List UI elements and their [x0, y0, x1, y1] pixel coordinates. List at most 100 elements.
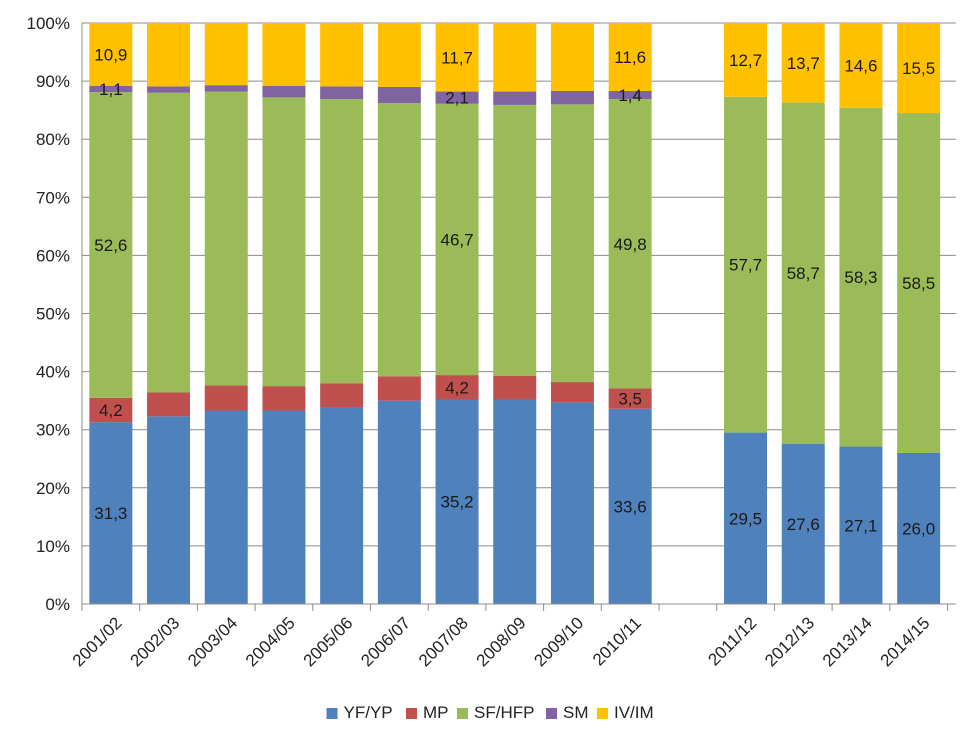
bar-yf-yp-2002-03	[147, 416, 191, 604]
data-label-yf-yp-2001-02: 31,3	[94, 504, 127, 523]
bar-sf-hfp-2009-10	[550, 104, 594, 383]
bar-iv-im-2013-14	[839, 23, 883, 108]
x-tick-label: 2008/09	[473, 613, 530, 670]
y-tick-label: 60%	[36, 246, 70, 265]
data-label-sf-hfp-2012-13: 58,7	[787, 264, 820, 283]
bar-sf-hfp-2006-07	[377, 103, 421, 377]
bar-yf-yp-2010-11	[608, 408, 652, 604]
x-tick-label: 2014/15	[877, 613, 934, 670]
y-tick-label: 40%	[36, 363, 70, 382]
data-label-iv-im-2014-15: 15,5	[902, 59, 935, 78]
data-label-sm-2010-11: 1,4	[618, 86, 642, 105]
data-label-sf-hfp-2001-02: 52,6	[94, 236, 127, 255]
bar-iv-im-2009-10	[550, 23, 594, 91]
y-tick-label: 80%	[36, 130, 70, 149]
data-label-iv-im-2013-14: 14,6	[844, 56, 877, 75]
legend-label-sm: SM	[563, 703, 589, 722]
data-label-sm-2007-08: 2,1	[445, 89, 469, 108]
legend-label-mp: MP	[423, 703, 449, 722]
x-tick-label: 2001/02	[69, 613, 126, 670]
bar-iv-im-2001-02	[89, 23, 133, 86]
bar-yf-yp-2004-05	[262, 410, 306, 604]
data-label-yf-yp-2013-14: 27,1	[844, 516, 877, 535]
data-label-mp-2007-08: 4,2	[445, 378, 469, 397]
x-tick-label: 2010/11	[589, 613, 645, 669]
bar-sf-hfp-2012-13	[781, 102, 825, 444]
bar-sm-2001-02	[89, 85, 133, 93]
bar-sf-hfp-2013-14	[839, 107, 883, 447]
y-tick-label: 20%	[36, 479, 70, 498]
data-label-sf-hfp-2007-08: 46,7	[441, 230, 474, 249]
bar-mp-2004-05	[262, 386, 306, 411]
y-tick-label: 100%	[27, 14, 70, 33]
y-tick-label: 90%	[36, 72, 70, 91]
bar-mp-2008-09	[493, 375, 537, 400]
bar-iv-im-2014-15	[897, 23, 941, 114]
bar-sm-2009-10	[550, 90, 594, 105]
y-tick-label: 50%	[36, 305, 70, 324]
data-label-sm-2001-02: 1,1	[99, 80, 123, 99]
legend-swatch-yf-yp	[326, 708, 338, 719]
bar-iv-im-2008-09	[493, 23, 537, 92]
bars	[89, 23, 941, 604]
x-tick-label: 2005/06	[300, 613, 357, 670]
x-axis-ticks: 2001/02 2002/03 2003/04 2004/05 2005/06 2006/…	[69, 613, 934, 670]
x-tick-label: 2009/10	[530, 613, 587, 670]
data-label-iv-im-2012-13: 13,7	[787, 54, 820, 73]
bar-yf-yp-2001-02	[89, 422, 133, 604]
data-label-yf-yp-2007-08: 35,2	[441, 493, 474, 512]
bar-mp-2003-04	[204, 385, 248, 411]
bar-yf-yp-2007-08	[435, 399, 479, 604]
legend-label-yf-yp: YF/YP	[344, 703, 393, 722]
bar-sf-hfp-2010-11	[608, 99, 652, 389]
y-tick-label: 70%	[36, 188, 70, 207]
axes	[81, 23, 956, 611]
data-label-iv-im-2011-12: 12,7	[729, 51, 762, 70]
bar-iv-im-2005-06	[320, 23, 364, 87]
bar-mp-2010-11	[608, 388, 652, 409]
bar-iv-im-2002-03	[147, 23, 191, 87]
data-label-iv-im-2010-11: 11,6	[614, 48, 646, 67]
bar-iv-im-2007-08	[435, 23, 479, 92]
data-label-sf-hfp-2010-11: 49,8	[614, 235, 647, 254]
legend-swatch-iv-im	[597, 708, 608, 719]
bar-mp-2001-02	[89, 397, 133, 423]
bar-yf-yp-2014-15	[897, 452, 941, 604]
data-label-yf-yp-2011-12: 29,5	[729, 509, 762, 528]
x-tick-label: 2011/12	[704, 613, 760, 669]
bar-yf-yp-2012-13	[781, 443, 825, 604]
bar-sf-hfp-2004-05	[262, 97, 306, 387]
bar-mp-2007-08	[435, 375, 479, 400]
bar-mp-2009-10	[550, 382, 594, 403]
bar-mp-2002-03	[147, 392, 191, 417]
bar-sm-2010-11	[608, 90, 652, 100]
bar-yf-yp-2013-14	[839, 446, 883, 604]
bar-mp-2006-07	[377, 376, 421, 401]
bar-yf-yp-2006-07	[377, 400, 421, 604]
bar-sm-2007-08	[435, 91, 479, 104]
legend-label-iv-im: IV/IM	[614, 703, 654, 722]
bar-sm-2003-04	[204, 85, 248, 92]
y-tick-label: 10%	[36, 537, 70, 556]
x-tick-label: 2012/13	[761, 613, 818, 670]
bar-sm-2002-03	[147, 86, 191, 93]
x-tick-label: 2013/14	[819, 613, 876, 670]
legend: YF/YP MP SF/HFP SM IV/IM	[326, 703, 654, 722]
bar-sf-hfp-2014-15	[897, 113, 941, 453]
bar-sf-hfp-2011-12	[724, 96, 768, 433]
data-label-yf-yp-2010-11: 33,6	[614, 497, 647, 516]
bar-yf-yp-2005-06	[320, 407, 364, 604]
data-labels: 31,3 4,2 52,6 1,1 10,9 35,2 4,2 46,7 2,1 11,7 33,6…	[94, 45, 935, 538]
x-tick-label: 2002/03	[126, 613, 183, 670]
bar-iv-im-2011-12	[724, 23, 768, 97]
data-label-mp-2001-02: 4,2	[99, 401, 123, 420]
bar-iv-im-2003-04	[204, 23, 248, 86]
bar-iv-im-2004-05	[262, 23, 306, 86]
bar-sf-hfp-2005-06	[320, 99, 364, 384]
x-tick-label: 2006/07	[357, 613, 414, 670]
legend-label-sf-hfp: SF/HFP	[474, 703, 534, 722]
bar-mp-2005-06	[320, 383, 364, 408]
bar-sm-2004-05	[262, 85, 306, 98]
bar-sm-2005-06	[320, 86, 364, 100]
